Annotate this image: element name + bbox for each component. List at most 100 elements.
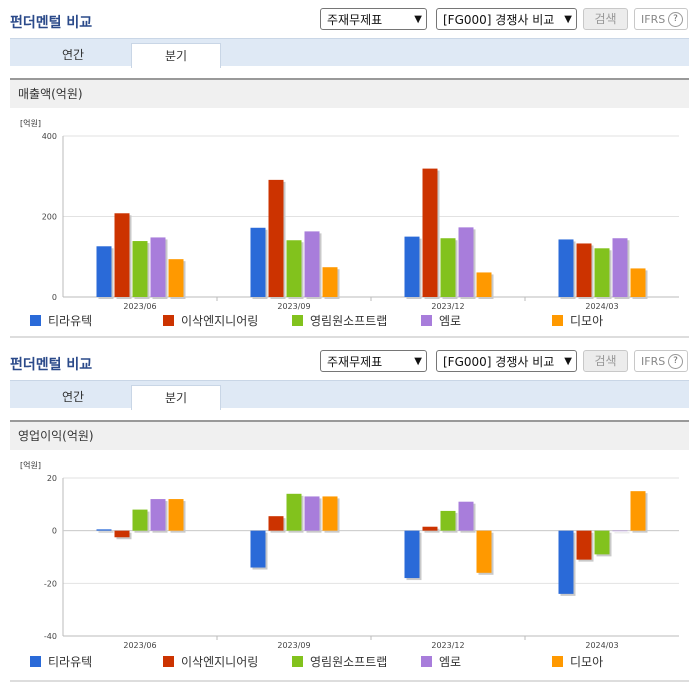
- legend-label[interactable]: 이삭엔지니어링: [181, 655, 258, 669]
- bar[interactable]: [132, 509, 148, 531]
- legend-swatch: [30, 315, 41, 326]
- legend-swatch: [421, 315, 432, 326]
- bar[interactable]: [404, 530, 420, 579]
- x-tick-label: 2023/06: [123, 641, 156, 650]
- bar[interactable]: [322, 496, 338, 531]
- bar[interactable]: [612, 530, 628, 532]
- bar[interactable]: [630, 268, 646, 297]
- bar[interactable]: [576, 243, 592, 297]
- legend-label[interactable]: 티라유텍: [48, 314, 92, 328]
- legend-label[interactable]: 엠로: [439, 314, 461, 328]
- bar[interactable]: [476, 272, 492, 297]
- compare-select[interactable]: [FG000] 경쟁사 비교 ▼: [436, 8, 577, 30]
- bar[interactable]: [286, 240, 302, 297]
- bar[interactable]: [132, 241, 148, 297]
- tab-quarterly[interactable]: 분기: [131, 43, 221, 68]
- statement-select[interactable]: 주재무제표 ▼: [320, 8, 427, 30]
- x-tick-label: 2023/09: [277, 641, 310, 650]
- legend-label[interactable]: 영림원소프트랩: [310, 314, 387, 328]
- legend-swatch: [30, 656, 41, 667]
- statement-select-value: 주재무제표: [327, 13, 383, 27]
- legend-label[interactable]: 디모아: [570, 655, 603, 669]
- chevron-down-icon: ▼: [414, 14, 422, 25]
- bar[interactable]: [250, 530, 266, 568]
- compare-select[interactable]: [FG000] 경쟁사 비교 ▼: [436, 350, 577, 372]
- bar[interactable]: [594, 248, 610, 297]
- x-tick-label: 2023/12: [431, 641, 464, 650]
- legend-label[interactable]: 영림원소프트랩: [310, 655, 387, 669]
- bar[interactable]: [268, 179, 284, 297]
- legend-swatch: [421, 656, 432, 667]
- bar[interactable]: [458, 501, 474, 531]
- bar[interactable]: [440, 238, 456, 297]
- bar[interactable]: [268, 516, 284, 531]
- bar[interactable]: [96, 246, 112, 297]
- chevron-down-icon: ▼: [564, 356, 572, 367]
- tab-annual[interactable]: 연간: [61, 48, 85, 62]
- operating-income-chart: -40 -20 0 20 2023/06 2023/09 2023/12 2024/03 티라유…: [30, 474, 679, 669]
- y-tick-label: -20: [44, 579, 57, 588]
- bar[interactable]: [114, 530, 130, 538]
- y-tick-label: 400: [42, 132, 57, 141]
- statement-select[interactable]: 주재무제표 ▼: [320, 350, 427, 372]
- period-tabs: 연간 분기: [10, 38, 689, 68]
- legend-label[interactable]: 디모아: [570, 314, 603, 328]
- bar[interactable]: [422, 168, 438, 297]
- y-tick-label: 0: [52, 293, 57, 302]
- bar[interactable]: [404, 236, 420, 297]
- y-tick-label: 200: [42, 213, 57, 222]
- legend-swatch: [552, 315, 563, 326]
- bar[interactable]: [168, 499, 184, 531]
- y-tick-label: -40: [44, 632, 57, 641]
- tab-annual[interactable]: 연간: [61, 390, 85, 404]
- revenue-chart: 0 200 400 2023/06 2023/09 2023/12 2024/03 티라유텍 이…: [30, 132, 679, 328]
- bar[interactable]: [322, 267, 338, 297]
- bar[interactable]: [250, 227, 266, 297]
- legend-swatch: [292, 315, 303, 326]
- bar-shadow: [98, 531, 114, 533]
- legend-label[interactable]: 이삭엔지니어링: [181, 314, 258, 328]
- search-button[interactable]: 검색: [583, 350, 628, 372]
- bar-shadow: [424, 528, 440, 533]
- divider: [10, 680, 689, 682]
- bar[interactable]: [286, 493, 302, 531]
- panel-header: 펀더멘털 비교 주재무제표 ▼ [FG000] 경쟁사 비교 ▼ 검색 IFRS?: [0, 0, 696, 38]
- legend-swatch: [163, 315, 174, 326]
- ifrs-toggle[interactable]: IFRS?: [634, 8, 688, 30]
- bar[interactable]: [150, 499, 166, 531]
- period-tabs: 연간 분기: [10, 380, 689, 410]
- legend-label[interactable]: 티라유텍: [48, 655, 92, 669]
- x-tick-label: 2023/06: [123, 302, 156, 311]
- x-tick-label: 2024/03: [585, 641, 618, 650]
- bar[interactable]: [458, 227, 474, 297]
- bar[interactable]: [558, 239, 574, 297]
- bar[interactable]: [150, 237, 166, 297]
- panel-title: 펀더멘털 비교: [10, 357, 93, 373]
- x-tick-label: 2023/12: [431, 302, 464, 311]
- bar[interactable]: [576, 530, 592, 560]
- bar[interactable]: [96, 529, 112, 531]
- bar[interactable]: [304, 496, 320, 531]
- bar[interactable]: [440, 510, 456, 531]
- legend-swatch: [163, 656, 174, 667]
- bar[interactable]: [476, 530, 492, 573]
- statement-select-value: 주재무제표: [327, 355, 383, 369]
- compare-select-value: [FG000] 경쟁사 비교: [443, 13, 555, 27]
- tab-quarterly[interactable]: 분기: [131, 385, 221, 410]
- bar[interactable]: [114, 213, 130, 297]
- help-icon[interactable]: ?: [668, 12, 683, 27]
- bar[interactable]: [594, 530, 610, 555]
- help-icon[interactable]: ?: [668, 354, 683, 369]
- ifrs-toggle[interactable]: IFRS?: [634, 350, 688, 372]
- legend-swatch: [292, 656, 303, 667]
- bar[interactable]: [422, 526, 438, 531]
- bar[interactable]: [612, 238, 628, 297]
- ifrs-label: IFRS: [641, 13, 666, 26]
- search-button[interactable]: 검색: [583, 8, 628, 30]
- bar[interactable]: [630, 491, 646, 531]
- chevron-down-icon: ▼: [414, 356, 422, 367]
- bar[interactable]: [558, 530, 574, 594]
- legend-label[interactable]: 엠로: [439, 655, 461, 669]
- bar[interactable]: [304, 231, 320, 297]
- bar[interactable]: [168, 259, 184, 297]
